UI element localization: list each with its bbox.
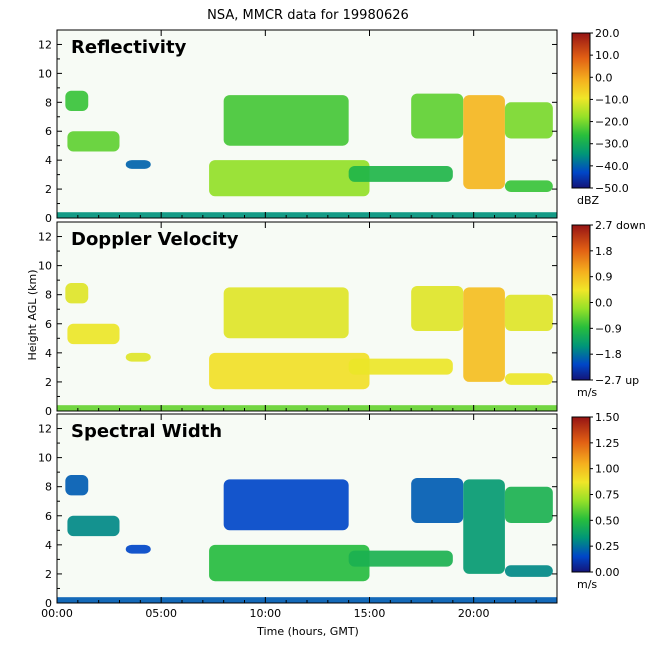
echo-region xyxy=(504,373,553,385)
echo-region xyxy=(209,544,370,582)
panel-title: Reflectivity xyxy=(71,37,187,58)
colorbar-tick-label: 2.7 down xyxy=(595,219,646,232)
colorbar-tick-label: 20.0 xyxy=(595,27,620,40)
echo-region xyxy=(125,544,151,554)
echo-region xyxy=(348,165,453,182)
y-tick-label: 6 xyxy=(45,318,52,331)
y-tick-label: 2 xyxy=(45,183,52,196)
y-tick-label: 12 xyxy=(38,423,52,436)
colorbar-tick-label: 0.50 xyxy=(595,514,620,527)
echo-region xyxy=(411,285,464,332)
colorbar xyxy=(571,32,591,189)
colorbar xyxy=(571,416,591,573)
y-tick-label: 8 xyxy=(45,289,52,302)
echo-region xyxy=(209,352,370,390)
echo-region xyxy=(67,515,120,537)
panel-2: 0 2 4 6 8 10 12 00:00 05:00 10:00 15:00 20:00 Spectr… xyxy=(38,411,620,620)
y-tick-label: 4 xyxy=(45,539,52,552)
y-tick-label: 0 xyxy=(45,212,52,225)
y-tick-label: 6 xyxy=(45,125,52,138)
colorbar-tick-label: 0.75 xyxy=(595,489,620,502)
echo-region xyxy=(65,283,89,304)
echo-region xyxy=(463,95,505,190)
colorbar-tick-label: 0.0 xyxy=(595,71,613,84)
echo-region xyxy=(67,131,120,152)
echo-region xyxy=(209,160,370,197)
echo-region xyxy=(504,180,553,192)
echo-region xyxy=(67,323,120,345)
colorbar-tick-label: 1.25 xyxy=(595,437,620,450)
panel-0: 0 2 4 6 8 10 12 Reflectivity 20.0 10.0 0.0 −10.0 −20… xyxy=(38,27,629,225)
colorbar-tick-label: −2.7 up xyxy=(595,374,639,387)
echo-region xyxy=(65,475,89,496)
x-tick-label: 10:00 xyxy=(249,607,281,620)
colorbar-tick-label: 0.9 xyxy=(595,271,613,284)
colorbar-tick-label: −20.0 xyxy=(595,116,629,129)
panel-title: Doppler Velocity xyxy=(71,229,239,250)
colorbar-tick-label: −0.9 xyxy=(595,322,622,335)
echo-region xyxy=(504,294,553,332)
y-tick-label: 4 xyxy=(45,347,52,360)
colorbar-unit: m/s xyxy=(577,578,597,591)
y-tick-label: 2 xyxy=(45,568,52,581)
panel-1: 0 2 4 6 8 10 12 Doppler Velocity 2.7 down 1.8 0.9 0… xyxy=(38,219,646,418)
echo-region xyxy=(223,95,349,146)
y-tick-label: 10 xyxy=(38,452,52,465)
echo-region xyxy=(504,565,553,577)
panel-title: Spectral Width xyxy=(71,421,222,442)
y-tick-label: 6 xyxy=(45,510,52,523)
colorbar-tick-label: 1.00 xyxy=(595,463,620,476)
y-tick-label: 2 xyxy=(45,376,52,389)
colorbar-unit: m/s xyxy=(577,386,597,399)
x-tick-label: 20:00 xyxy=(458,607,490,620)
echo-region xyxy=(504,486,553,524)
echo-region xyxy=(223,287,349,339)
echo-region xyxy=(504,102,553,139)
echo-region xyxy=(65,90,89,111)
echo-region xyxy=(411,477,464,524)
colorbar xyxy=(571,224,591,381)
colorbar-tick-label: 10.0 xyxy=(595,49,620,62)
colorbar-tick-label: −30.0 xyxy=(595,138,629,151)
colorbar-tick-label: −40.0 xyxy=(595,160,629,173)
colorbar-tick-label: −10.0 xyxy=(595,93,629,106)
echo-region xyxy=(411,93,464,139)
echo-region xyxy=(463,479,505,574)
colorbar-tick-label: 1.50 xyxy=(595,411,620,424)
colorbar-tick-label: 1.8 xyxy=(595,245,613,258)
y-tick-label: 10 xyxy=(38,67,52,80)
x-tick-label: 15:00 xyxy=(354,607,386,620)
echo-region xyxy=(463,287,505,382)
colorbar-tick-label: 0.25 xyxy=(595,540,620,553)
echo-region xyxy=(348,358,453,375)
y-tick-label: 4 xyxy=(45,154,52,167)
figure-title: NSA, MMCR data for 19980626 xyxy=(207,8,409,23)
colorbar-unit: dBZ xyxy=(577,194,600,207)
echo-region xyxy=(223,479,349,531)
x-tick-label: 00:00 xyxy=(41,607,73,620)
y-tick-label: 0 xyxy=(45,597,52,610)
colorbar-tick-label: −50.0 xyxy=(595,182,629,195)
echo-region xyxy=(348,550,453,567)
x-axis-label: Time (hours, GMT) xyxy=(256,625,359,638)
y-axis-label: Height AGL (km) xyxy=(26,269,39,360)
x-tick-label: 05:00 xyxy=(145,607,177,620)
echo-region xyxy=(125,160,151,169)
y-tick-label: 12 xyxy=(38,38,52,51)
colorbar-tick-label: 0.0 xyxy=(595,297,613,310)
y-tick-label: 8 xyxy=(45,96,52,109)
y-tick-label: 10 xyxy=(38,260,52,273)
y-tick-label: 8 xyxy=(45,481,52,494)
colorbar-tick-label: −1.8 xyxy=(595,348,622,361)
y-tick-label: 0 xyxy=(45,405,52,418)
y-tick-label: 12 xyxy=(38,231,52,244)
echo-region xyxy=(125,352,151,362)
colorbar-tick-label: 0.00 xyxy=(595,566,620,579)
